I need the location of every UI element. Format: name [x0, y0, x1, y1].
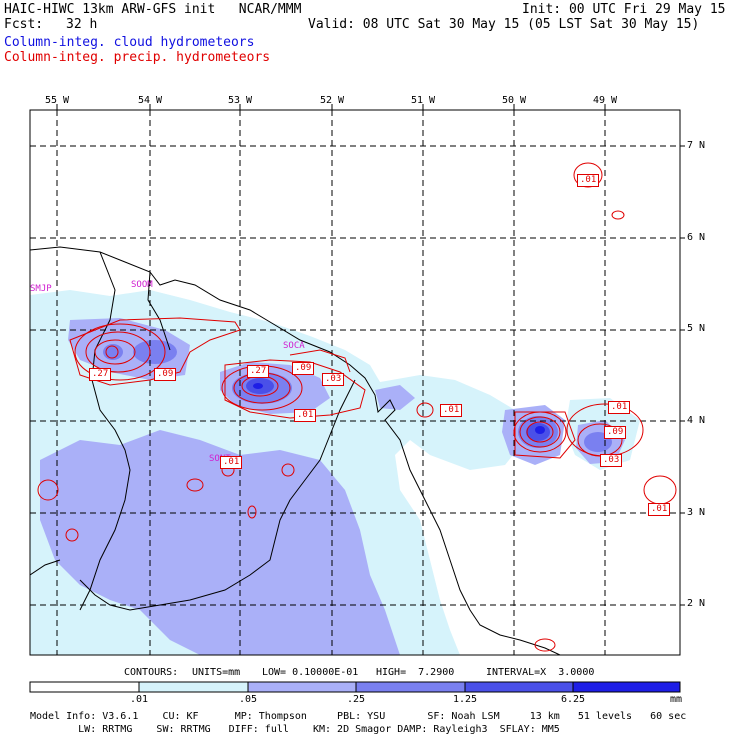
contour-label: .03: [322, 373, 345, 386]
station-label: SOOM: [131, 280, 153, 290]
lat-label: 7 N: [687, 140, 706, 151]
contour-label: .01: [608, 401, 631, 414]
init-time: Init: 00 UTC Fri 29 May 15: [522, 2, 726, 17]
colorbar-unit: mm: [669, 694, 683, 705]
units-label: UNITS=mm: [192, 667, 241, 678]
contour-label: .01: [220, 456, 243, 469]
station-label: SONT: [209, 454, 231, 464]
cloud-field-label: Column-integ. cloud hydrometeors: [4, 35, 255, 50]
cloud-shade-medium: [375, 385, 415, 410]
contour-label: .09: [292, 362, 315, 375]
map-frame: [29, 109, 681, 656]
lon-label: 53 W: [227, 95, 253, 106]
forecast-label: Fcst:: [4, 17, 44, 32]
lat-label: 4 N: [687, 415, 706, 426]
low-label: LOW= 0.10000E-01: [262, 667, 359, 678]
high-label: HIGH= 7.2900: [376, 667, 455, 678]
contour-label: .03: [600, 454, 623, 467]
model-info-line2: LW: RRTMG SW: RRTMG DIFF: full KM: 2D Sm…: [30, 724, 560, 735]
model-info-line1: Model Info: V3.6.1 CU: KF MP: Thompson P…: [30, 711, 687, 722]
forecast-hour: 32 h: [66, 17, 98, 32]
colorbar: [29, 681, 681, 693]
contour-label: .01: [577, 174, 600, 187]
colorbar-label: .05: [238, 694, 258, 705]
lon-label: 51 W: [410, 95, 436, 106]
contour-label: .09: [154, 368, 177, 381]
station-label: SOCA: [283, 341, 305, 351]
cloud-shade-medium: [40, 430, 400, 655]
graticule: [30, 110, 680, 655]
colorbar-label: 6.25: [560, 694, 586, 705]
lat-label: 6 N: [687, 232, 706, 243]
cloud-shade-medium: [68, 318, 190, 380]
plot-title: HAIC-HIWC 13km ARW-GFS init NCAR/MMM: [4, 2, 302, 17]
lat-label: 3 N: [687, 507, 706, 518]
interval-label: INTERVAL=X 3.0000: [486, 667, 595, 678]
contour-label: .27: [89, 368, 112, 381]
cloud-shade-core: [535, 426, 545, 434]
lon-label: 50 W: [501, 95, 527, 106]
colorbar-label: .25: [346, 694, 366, 705]
contours-label: CONTOURS:: [124, 667, 179, 678]
frame-ticks: [56, 104, 685, 606]
lon-label: 55 W: [44, 95, 70, 106]
colorbar-label: .01: [129, 694, 149, 705]
contour-label: .09: [604, 426, 627, 439]
cloud-shade-core: [253, 383, 263, 389]
cloud-shade-dark: [133, 340, 177, 364]
colorbar-label: 1.25: [452, 694, 478, 705]
contour-label: .01: [294, 409, 317, 422]
precip-field-label: Column-integ. precip. hydrometeors: [4, 50, 271, 65]
contour-label: .01: [648, 503, 671, 516]
valid-time: Valid: 08 UTC Sat 30 May 15 (05 LST Sat …: [308, 17, 700, 32]
lon-label: 54 W: [137, 95, 163, 106]
lat-label: 2 N: [687, 598, 706, 609]
contour-label: .27: [247, 365, 270, 378]
station-label: SMJP: [30, 284, 52, 294]
lon-label: 49 W: [592, 95, 618, 106]
lon-label: 52 W: [319, 95, 345, 106]
lat-label: 5 N: [687, 323, 706, 334]
contour-label: .01: [440, 404, 463, 417]
